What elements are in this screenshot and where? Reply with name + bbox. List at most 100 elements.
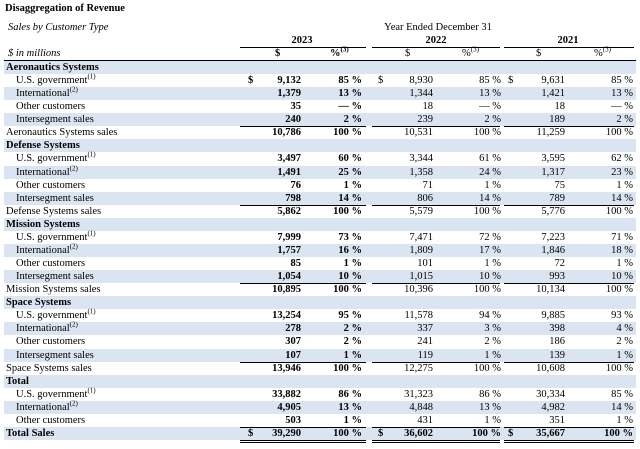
cell: 10,531 [404,127,433,139]
section-title: Space Systems [6,297,72,309]
cell: 13 % [479,88,501,100]
row-shade [4,139,636,153]
cell: 85 [290,258,302,270]
cell: 25 % [338,166,362,178]
cell: 10 % [338,271,362,283]
footnote-mark: (1) [87,307,96,316]
row-shade [4,348,636,362]
text: International [16,323,70,335]
rule [240,440,366,442]
cell: 993 [549,271,565,283]
cell: 101 [417,258,433,270]
row-label: International(2) [16,86,78,100]
rule [372,442,500,444]
cell: 1 % [484,258,501,270]
section-total-label: Space Systems sales [6,362,92,374]
cell: 13,946 [272,362,301,374]
cell: 4,905 [277,401,301,413]
cell: 1,358 [409,166,433,178]
cell: 39,290 [272,427,301,439]
footnote-mark: (1) [87,386,96,395]
cell: 239 [417,114,433,126]
year-header: 2021 [557,35,579,46]
cell: 13,254 [272,310,301,322]
row-shade [4,243,636,258]
footnote-mark: (2) [69,320,78,329]
cell: 13 % [338,401,362,413]
cell: 3 % [484,323,501,335]
row-label: Other customers [16,100,85,113]
rule [240,47,366,48]
row-shade [4,191,636,205]
cell: 1,491 [277,166,301,178]
cell: 1 % [484,179,501,191]
cell: 85 % [611,75,633,87]
rule [504,126,634,128]
row-shade [4,61,636,75]
cell: 1 % [343,179,362,191]
row-label: U.S. government(1) [16,72,96,87]
rule [240,426,366,428]
currency: $ [378,427,384,439]
rule [372,126,500,128]
text: Intersegment sales [16,349,94,361]
text: International [16,88,70,100]
cell: 100 % [333,427,362,439]
year-header: 2022 [425,35,447,46]
rule [372,283,500,285]
cell: 18 [554,101,566,113]
pct-header: %(3) [330,46,349,60]
cell: 3,344 [409,153,433,165]
row-label: International(2) [16,243,78,257]
dollar-header: $ [275,48,281,59]
text: International [16,166,70,178]
row-label: Intersegment sales [16,113,94,126]
row-shade [4,400,636,414]
cell: 100 % [333,205,362,217]
cell: 189 [549,114,565,126]
text: U.S. government [16,231,88,243]
footnote-mark: (1) [87,229,96,238]
row-shade [4,270,636,284]
row-shade [4,296,636,310]
currency: $ [508,75,514,87]
rule [240,126,366,128]
cell: 119 [417,349,433,361]
text: U.S. government [16,75,88,87]
text: Other customers [16,179,86,191]
cell: 11,259 [536,127,566,139]
text: International [16,401,70,413]
row-label: Other customers [16,335,85,348]
rule [240,361,366,363]
cell: 139 [549,349,565,361]
text: U.S. government [16,153,88,165]
cell: 1,344 [409,88,433,100]
text: U.S. government [16,310,88,322]
cell: 18 [422,101,434,113]
rule [504,426,634,428]
cell: 61 % [479,153,501,165]
cell: 107 [285,349,301,361]
cell: 1 % [484,349,501,361]
cell: 10 % [479,271,501,283]
cell: 100 % [605,205,633,217]
cell: 11,578 [404,310,434,322]
pct-header: %(3) [462,46,479,60]
cell: 93 % [611,310,633,322]
row-label: Other customers [16,257,85,270]
footnote-mark: (1) [87,72,96,81]
footnote-mark: (2) [69,164,78,173]
cell: 71 % [611,231,633,243]
cell: 9,132 [277,75,301,87]
cell: 13 % [479,401,501,413]
row-label: Intersegment sales [16,192,94,205]
cell: 2 % [616,336,633,348]
rule [504,204,634,206]
row-label: Intersegment sales [16,270,94,283]
rule [504,361,634,363]
cell: 73 % [338,231,362,243]
cell: 100 % [333,362,362,374]
row-label: Other customers [16,414,85,427]
section-title: Mission Systems [6,218,80,230]
cell: 1 % [484,414,501,426]
